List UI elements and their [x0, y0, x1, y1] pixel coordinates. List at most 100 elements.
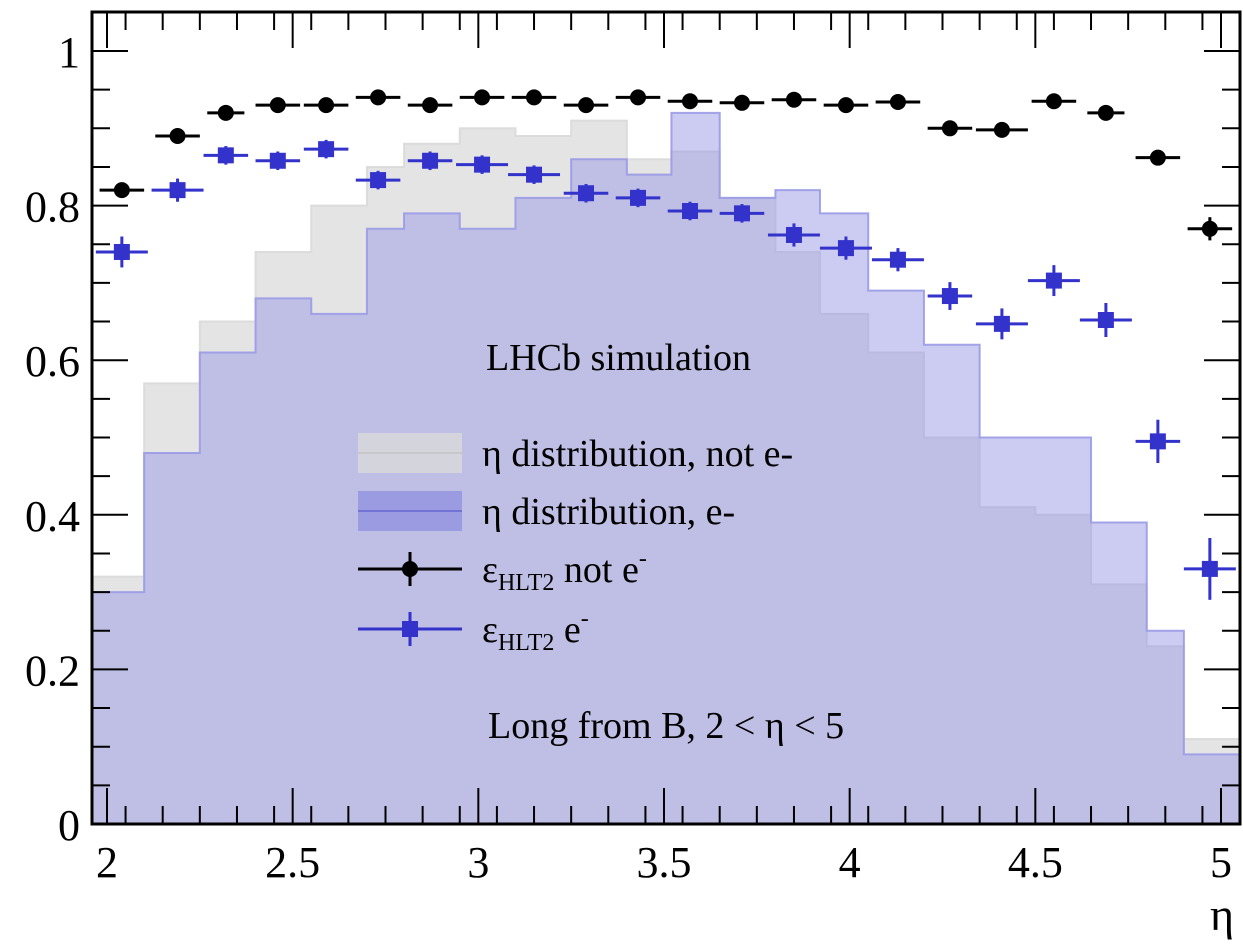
point-eff_not_e — [459, 89, 505, 106]
point-eff_not_e — [355, 89, 401, 106]
y-tick-label: 0 — [58, 801, 80, 850]
marker-eff_e — [526, 166, 543, 183]
axes-layer: 2 2.5 3 3.5 4 4.5 5 0 0.2 0.4 0.6 0.8 1 — [25, 12, 1240, 887]
point-eff_not_e — [303, 97, 349, 114]
point-eff_e — [819, 236, 872, 260]
x-tick-label: 4.5 — [1008, 838, 1063, 887]
marker-eff_e — [422, 152, 439, 169]
point-eff_not_e — [563, 97, 609, 114]
marker-eff_e — [578, 185, 595, 202]
point-eff_e — [1135, 419, 1181, 464]
marker-eff_e — [630, 189, 647, 206]
marker-eff_not_e — [993, 121, 1010, 138]
marker-eff_not_e — [941, 120, 958, 137]
point-eff_not_e — [875, 94, 921, 111]
marker-eff_e — [217, 147, 234, 164]
point-eff_e — [927, 282, 973, 310]
legend-eff-e-sup: - — [581, 606, 589, 632]
point-eff_not_e — [1087, 104, 1125, 121]
point-eff_not_e — [99, 182, 145, 199]
x-tick-label: 4 — [839, 838, 861, 887]
y-tick-label: 1 — [58, 28, 80, 77]
x-tick-label: 3 — [467, 838, 489, 887]
marker-eff_e — [1045, 272, 1062, 289]
point-eff_not_e — [207, 104, 245, 121]
legend-label-e: η distribution, e- — [482, 491, 735, 533]
histogram-layer — [91, 111, 1241, 825]
marker-eff_e — [785, 226, 802, 243]
point-eff_e — [615, 188, 661, 208]
point-eff_e — [975, 308, 1028, 340]
y-tick-label: 0.6 — [25, 337, 80, 386]
point-eff_not_e — [771, 91, 817, 108]
point-eff_not_e — [407, 97, 453, 114]
point-eff_not_e — [511, 89, 557, 106]
point-eff_not_e — [1135, 149, 1181, 166]
marker-eff_not_e — [733, 94, 750, 111]
point-eff_e — [767, 223, 820, 247]
marker-eff_not_e — [422, 97, 439, 114]
marker-eff_not_e — [889, 94, 906, 111]
marker-eff_e — [837, 240, 854, 257]
point-eff_not_e — [667, 93, 713, 110]
legend-marker-e-square — [402, 621, 418, 637]
legend-eff-e-sub: HLT2 — [498, 630, 554, 656]
point-eff_not_e — [155, 128, 200, 145]
marker-eff_not_e — [1149, 149, 1166, 166]
legend-eff-not-e-sup: - — [639, 546, 647, 572]
marker-eff_not_e — [370, 89, 387, 106]
point-eff_e — [719, 204, 765, 223]
x-tick-label: 2.5 — [265, 838, 320, 887]
efficiency-series-layer — [95, 89, 1236, 600]
legend-marker-not-e-circle — [402, 561, 418, 577]
marker-eff_e — [941, 288, 958, 305]
point-eff_not_e — [823, 97, 869, 114]
marker-eff_not_e — [169, 128, 186, 145]
marker-eff_not_e — [630, 89, 647, 106]
marker-eff_e — [733, 205, 750, 222]
point-eff_e — [1183, 537, 1236, 600]
legend-label-eff-not-e: εHLT2 not e- — [482, 546, 647, 596]
point-eff_e — [151, 178, 204, 202]
marker-eff_not_e — [1097, 104, 1114, 121]
marker-eff_e — [169, 182, 186, 199]
point-eff_not_e — [975, 121, 1028, 138]
marker-eff_not_e — [526, 89, 543, 106]
plot-frame — [90, 10, 1242, 826]
point-eff_e — [456, 155, 509, 174]
point-eff_e — [871, 248, 924, 272]
marker-eff_not_e — [837, 97, 854, 114]
legend-eff-e-prefix: ε — [482, 609, 498, 651]
marker-eff_e — [993, 315, 1010, 332]
marker-eff_e — [681, 203, 698, 220]
y-tick-label: 0.2 — [25, 646, 80, 695]
point-eff_e — [203, 146, 249, 165]
y-tick-label: 0.8 — [25, 183, 80, 232]
point-eff_e — [1079, 302, 1132, 338]
marker-eff_not_e — [1045, 93, 1062, 110]
marker-eff_e — [474, 156, 491, 173]
legend-label-eff-e: εHLT2 e- — [482, 606, 589, 656]
point-eff_e — [303, 139, 349, 159]
marker-eff_not_e — [269, 97, 286, 114]
annotation-lhcb-simulation: LHCb simulation — [486, 337, 751, 379]
legend-eff-e-suffix: e — [554, 609, 580, 651]
legend-eff-not-e-suffix: not e — [554, 549, 638, 591]
x-tick-label: 5 — [1210, 838, 1232, 887]
marker-eff_not_e — [681, 93, 698, 110]
point-eff_not_e — [615, 89, 661, 106]
marker-eff_e — [113, 243, 130, 260]
point-eff_not_e — [1031, 93, 1077, 110]
marker-eff_not_e — [1201, 220, 1218, 237]
point-eff_not_e — [719, 94, 765, 111]
point-eff_e — [407, 151, 453, 171]
marker-eff_not_e — [578, 97, 595, 114]
point-eff_e — [355, 170, 401, 190]
marker-eff_e — [889, 251, 906, 268]
point-eff_e — [255, 151, 301, 171]
point-eff_e — [95, 236, 148, 268]
point-eff_e — [1027, 265, 1080, 297]
annotation-long-from-b: Long from B, 2 < η < 5 — [488, 705, 844, 747]
marker-eff_e — [370, 172, 387, 189]
